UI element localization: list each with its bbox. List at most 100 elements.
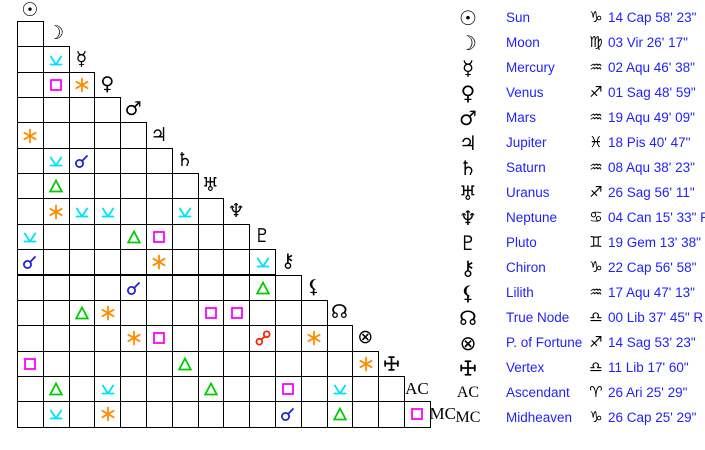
conjunction-aspect-icon <box>280 406 296 422</box>
square-aspect-icon <box>151 330 167 346</box>
aspect-cell-true-node-saturn <box>171 299 199 327</box>
aspect-cell-vertex-moon <box>42 350 70 377</box>
aspect-cell-ascendant-mars <box>120 375 147 403</box>
legend-row-pluto: ♇ Pluto ♊ 19 Gem 13' 38" R <box>440 230 705 255</box>
venus-icon: ♀ <box>100 72 115 95</box>
moon-icon: ☽ <box>459 30 477 55</box>
aspect-cell-saturn-venus <box>94 147 122 175</box>
aspect-cell-venus-moon <box>42 71 70 99</box>
aspect-cell-midheaven-jupiter <box>146 401 173 428</box>
mercury-icon: ☿ <box>461 55 475 80</box>
aspect-cell-neptune-mercury <box>68 198 96 225</box>
aspect-cell-mars-mercury <box>68 97 96 124</box>
sextile-aspect-icon <box>151 254 167 270</box>
aspect-cell-true-node-mercury <box>68 299 96 327</box>
zodiac-sign-icon: ♑ <box>589 258 603 276</box>
planet-position: 26 Ari 25' 29" <box>608 385 688 400</box>
aspect-cell-ascendant-saturn <box>171 375 199 403</box>
planet-name: Neptune <box>506 210 558 225</box>
planet-name: Mars <box>506 110 536 125</box>
uranus-icon: ♅ <box>201 174 220 197</box>
planet-name: Mercury <box>506 60 555 75</box>
aspect-cell-true-node-lilith <box>300 299 328 327</box>
aspect-cell-midheaven-lilith <box>300 401 328 428</box>
aspect-cell-fortune-sun <box>17 325 44 352</box>
trine-aspect-icon <box>332 406 348 422</box>
aspect-cell-uranus-venus <box>94 173 122 200</box>
aspect-cell-ascendant-lilith <box>300 375 328 403</box>
legend-row-true-node: ☊ True Node ♎ 00 Lib 37' 45" R <box>440 305 705 330</box>
planet-name: Chiron <box>506 260 546 275</box>
aspect-cell-venus-sun <box>17 71 44 99</box>
aspect-cell-true-node-moon <box>42 299 70 327</box>
aspect-cell-ascendant-sun <box>17 375 44 403</box>
aspect-cell-true-node-chiron <box>275 299 302 327</box>
vertex-icon <box>440 359 496 377</box>
ascendant-icon: AC <box>405 379 429 399</box>
zodiac-sign-icon: ♊ <box>589 233 603 251</box>
mercury-icon: ☿ <box>75 47 88 70</box>
legend-row-chiron: ⚷ Chiron ♑ 22 Cap 56' 58" <box>440 255 705 280</box>
planet-position: 02 Aqu 46' 38" <box>608 60 695 75</box>
aspect-cell-ascendant-moon <box>42 375 70 403</box>
zodiac-sign-icon: ♓ <box>589 133 603 151</box>
aspect-cell-chiron-saturn <box>171 249 199 276</box>
midheaven-icon: MC <box>455 408 481 426</box>
moon-icon: ☽ <box>47 22 65 45</box>
legend-row-mars: ♂ Mars ♒ 19 Aqu 49' 09" <box>440 105 705 130</box>
jupiter-icon: ♃ <box>459 130 477 155</box>
quincunx-aspect-icon <box>48 153 64 169</box>
aspect-cell-chiron-uranus <box>197 249 225 276</box>
neptune-icon: ♆ <box>459 205 477 230</box>
uranus-icon: ♅ <box>459 180 477 205</box>
aspect-cell-fortune-neptune <box>223 325 251 352</box>
square-aspect-icon <box>48 77 64 93</box>
aspect-cell-chiron-mercury <box>68 249 96 276</box>
legend-row-ascendant: AC Ascendant ♈ 26 Ari 25' 29" <box>440 380 705 405</box>
zodiac-sign-icon: ♒ <box>589 108 603 126</box>
aspect-cell-uranus-sun <box>17 173 44 200</box>
aspect-cell-lilith-sun <box>17 274 44 301</box>
aspect-cell-pluto-uranus <box>197 223 225 251</box>
aspect-cell-ascendant-vertex <box>378 375 405 403</box>
aspect-cell-midheaven-neptune <box>223 401 251 428</box>
aspect-cell-uranus-jupiter <box>146 173 173 200</box>
square-aspect-icon <box>280 381 296 397</box>
true-node-icon: ☊ <box>331 301 348 324</box>
quincunx-aspect-icon <box>48 52 64 68</box>
aspect-cell-midheaven-pluto <box>249 401 276 428</box>
chiron-icon: ⚷ <box>280 250 295 273</box>
zodiac-sign-icon: ♒ <box>589 283 603 301</box>
quincunx-aspect-icon <box>48 406 64 422</box>
aspect-cell-vertex-neptune <box>223 350 251 377</box>
planet-position: 26 Cap 25' 29" <box>608 410 697 425</box>
aspect-cell-midheaven-mars <box>120 401 147 428</box>
aspect-cell-pluto-mercury <box>68 223 96 251</box>
zodiac-sign-icon: ♍ <box>589 33 603 51</box>
legend-row-neptune: ♆ Neptune ♋ 04 Can 15' 33" R <box>440 205 705 230</box>
zodiac-sign-icon: ♒ <box>589 158 603 176</box>
aspect-cell-mars-sun <box>17 97 44 124</box>
legend-row-jupiter: ♃ Jupiter ♓ 18 Pis 40' 47" <box>440 130 705 155</box>
aspect-cell-vertex-sun <box>17 350 44 377</box>
true-node-icon: ☊ <box>459 305 477 330</box>
zodiac-sign-icon: ♑ <box>589 8 603 26</box>
aspect-cell-lilith-mercury <box>68 274 96 301</box>
legend-row-saturn: ♄ Saturn ♒ 08 Aqu 38' 23" <box>440 155 705 180</box>
aspect-cell-midheaven-sun <box>17 401 44 428</box>
square-aspect-icon <box>409 406 425 422</box>
zodiac-sign-icon: ♋ <box>589 208 603 226</box>
sextile-aspect-icon <box>74 77 90 93</box>
conjunction-aspect-icon <box>126 280 142 296</box>
legend-row-uranus: ♅ Uranus ♐ 26 Sag 56' 11" <box>440 180 705 205</box>
aspect-cell-lilith-saturn <box>171 274 199 301</box>
chiron-icon: ⚷ <box>460 255 476 280</box>
planet-position: 04 Can 15' 33" R <box>608 210 705 225</box>
planet-name: Moon <box>506 35 540 50</box>
venus-icon: ♀ <box>460 80 476 105</box>
planet-legend: ☉ Sun ♑ 14 Cap 58' 23" ☽ Moon ♍ 03 Vir 26' 17" ☿… <box>440 5 705 430</box>
aspect-cell-fortune-moon <box>42 325 70 352</box>
aspect-cell-chiron-mars <box>120 249 147 276</box>
trine-aspect-icon <box>48 381 64 397</box>
